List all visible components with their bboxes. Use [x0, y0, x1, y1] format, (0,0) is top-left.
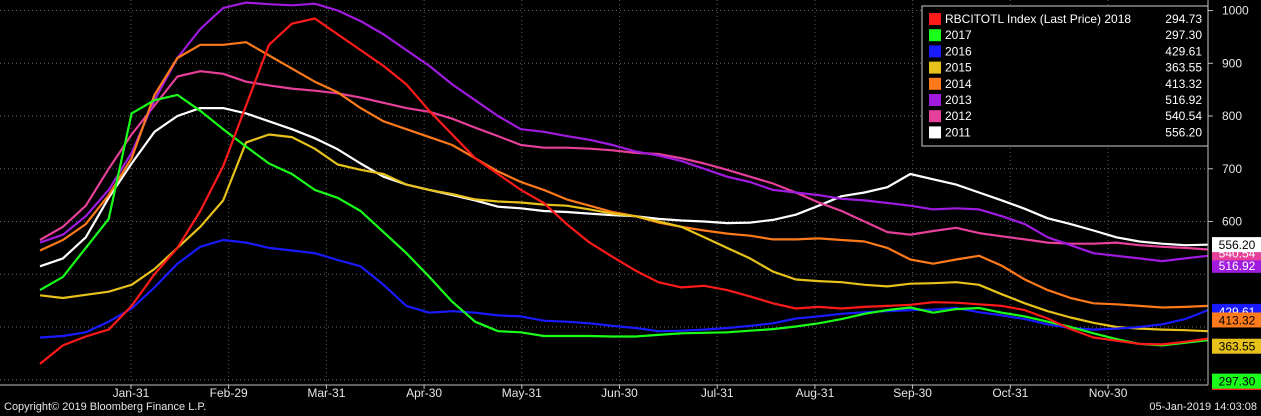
x-tick-label: Jul-31: [701, 386, 734, 400]
series-line-2015: [39, 133, 1209, 333]
value-tag-label: 363.55: [1219, 340, 1256, 354]
x-tick-label: May-31: [502, 386, 542, 400]
value-tag: [1212, 338, 1261, 354]
value-tag-label: 413.32: [1219, 313, 1256, 327]
legend: RBCITOTL Index (Last Price) 2018 294.73 20…: [921, 5, 1209, 147]
y-tick-label: 800: [1222, 109, 1242, 123]
legend-value: 516.92: [1165, 93, 1202, 107]
legend-value: 556.20: [1165, 125, 1202, 139]
series-line-2012: [39, 70, 1209, 251]
legend-value: 413.32: [1165, 77, 1202, 91]
x-tick-label: Nov-30: [1089, 386, 1128, 400]
value-labels: 294.73297.30429.61363.55413.32516.92540.…: [1212, 237, 1261, 391]
legend-value: 363.55: [1165, 61, 1202, 75]
axis-layer: 600 700 800 900 1000 Jan-31 Feb-29 Mar-31 Apr-30…: [0, 0, 1249, 400]
legend-value: 294.73: [1165, 12, 1202, 26]
series-line-rbcitotl-index-last-price-2018: [39, 17, 1209, 365]
legend-label: 2016: [945, 44, 972, 58]
legend-swatch: [929, 13, 941, 25]
x-tick-label: Mar-31: [307, 386, 345, 400]
legend-swatch: [929, 126, 941, 139]
y-tick-label: 900: [1222, 56, 1242, 70]
legend-swatch: [929, 29, 941, 42]
x-tick-label: Apr-30: [406, 386, 442, 400]
value-tag-label: 516.92: [1219, 259, 1256, 273]
y-tick-label: 600: [1222, 215, 1242, 229]
legend-swatch: [929, 61, 941, 74]
legend-value: 429.61: [1165, 44, 1202, 58]
series-line-2013: [39, 1, 1209, 263]
y-tick-label: 1000: [1222, 4, 1249, 18]
y-tick-label: 700: [1222, 162, 1242, 176]
series-line-2016: [39, 238, 1209, 339]
legend-label: RBCITOTL Index (Last Price) 2018: [945, 12, 1131, 26]
legend-label: 2014: [945, 77, 972, 91]
legend-swatch: [929, 94, 941, 106]
x-tick-label: Feb-29: [210, 386, 248, 400]
grid-layer: [0, 0, 1208, 385]
x-tick-label: Sep-30: [893, 386, 932, 400]
copyright-text: Copyright© 2019 Bloomberg Finance L.P.: [4, 401, 207, 413]
x-tick-label: Aug-31: [796, 386, 835, 400]
legend-label: 2012: [945, 109, 972, 123]
legend-label: 2015: [945, 61, 972, 75]
value-tag: [1212, 312, 1261, 328]
x-tick-label: Oct-31: [992, 386, 1028, 400]
value-tag-label: 297.30: [1219, 375, 1256, 389]
value-tag: [1212, 237, 1261, 253]
legend-label: 2013: [945, 93, 972, 107]
legend-label: 2017: [945, 28, 972, 42]
value-tag: [1212, 373, 1261, 389]
x-tick-label: Jun-30: [601, 386, 638, 400]
legend-swatch: [929, 110, 941, 123]
series-layer: [39, 1, 1209, 365]
legend-swatch: [929, 77, 941, 90]
legend-box: [921, 5, 1209, 147]
legend-value: 540.54: [1165, 109, 1202, 123]
value-tag-label: 556.20: [1219, 238, 1256, 252]
timestamp-text: 05-Jan-2019 14:03:08: [1149, 401, 1257, 413]
legend-value: 297.30: [1165, 28, 1202, 42]
value-tag: [1212, 257, 1261, 273]
legend-swatch: [929, 45, 941, 58]
x-tick-label: Jan-31: [113, 386, 150, 400]
legend-label: 2011: [945, 125, 971, 139]
